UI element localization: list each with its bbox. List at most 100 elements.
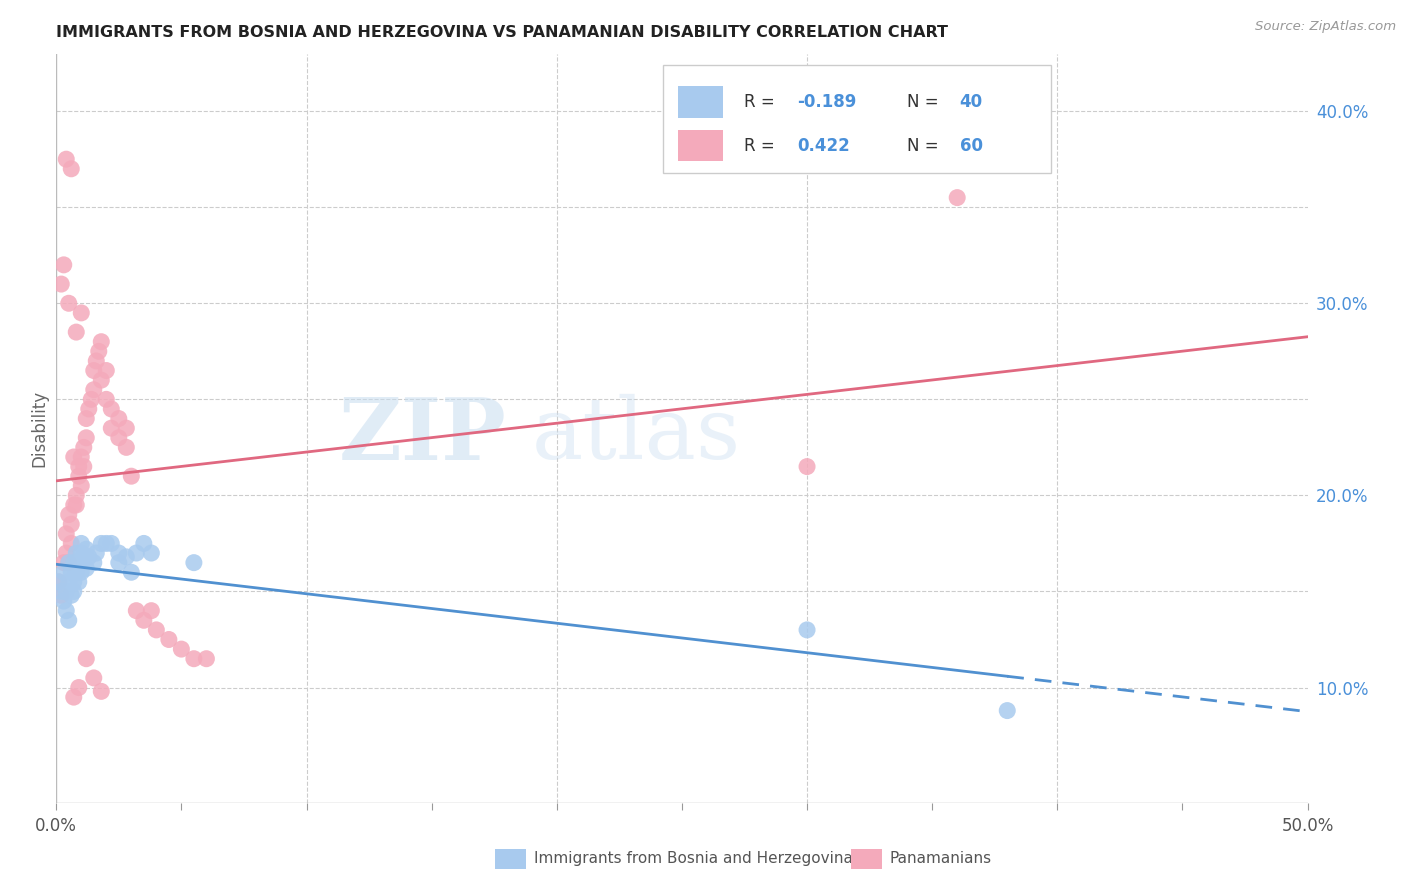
Point: [62, 498, 84, 512]
Point: [51, 584, 73, 599]
Point: [65, 498, 87, 512]
Point: [67, 574, 90, 589]
Point: [170, 642, 193, 657]
Point: [60, 588, 83, 602]
Point: [108, 556, 131, 570]
Point: [125, 604, 148, 618]
Point: [62, 690, 84, 705]
Point: [84, 354, 107, 368]
Text: atlas: atlas: [531, 394, 741, 477]
Point: [946, 191, 969, 205]
Point: [70, 479, 93, 493]
Y-axis label: Disability: Disability: [30, 390, 48, 467]
Point: [60, 517, 83, 532]
Point: [65, 566, 87, 580]
Text: IMMIGRANTS FROM BOSNIA AND HERZEGOVINA VS PANAMANIAN DISABILITY CORRELATION CHAR: IMMIGRANTS FROM BOSNIA AND HERZEGOVINA V…: [56, 25, 948, 40]
Point: [58, 574, 80, 589]
Point: [70, 546, 93, 560]
Point: [183, 651, 205, 665]
Point: [96, 392, 118, 407]
Point: [73, 441, 96, 455]
Point: [58, 556, 80, 570]
Point: [90, 334, 112, 349]
Point: [83, 556, 105, 570]
Point: [60, 566, 83, 580]
Point: [51, 277, 73, 291]
Text: 40: 40: [960, 94, 983, 112]
FancyBboxPatch shape: [851, 849, 882, 869]
Point: [183, 556, 205, 570]
Point: [70, 536, 93, 550]
Point: [67, 681, 90, 695]
Point: [55, 584, 77, 599]
Point: [141, 546, 163, 560]
Point: [55, 152, 77, 166]
Point: [83, 363, 105, 377]
Point: [67, 556, 90, 570]
Point: [73, 459, 96, 474]
Point: [48, 574, 70, 589]
Point: [65, 488, 87, 502]
Point: [58, 508, 80, 522]
Text: Source: ZipAtlas.com: Source: ZipAtlas.com: [1256, 20, 1396, 33]
Point: [51, 588, 73, 602]
Point: [115, 421, 138, 435]
Point: [67, 459, 90, 474]
Point: [132, 536, 155, 550]
Text: Immigrants from Bosnia and Herzegovina: Immigrants from Bosnia and Herzegovina: [534, 852, 853, 866]
Point: [70, 566, 93, 580]
Point: [60, 536, 83, 550]
Point: [796, 623, 818, 637]
Point: [90, 536, 112, 550]
Point: [55, 546, 77, 560]
Point: [141, 604, 163, 618]
Point: [83, 383, 105, 397]
FancyBboxPatch shape: [678, 130, 723, 161]
Text: ZIP: ZIP: [339, 393, 506, 477]
Point: [75, 431, 97, 445]
Point: [75, 651, 97, 665]
Text: R =: R =: [745, 94, 780, 112]
FancyBboxPatch shape: [664, 65, 1052, 173]
Point: [195, 651, 218, 665]
Point: [157, 632, 180, 647]
Point: [87, 344, 110, 359]
Point: [60, 161, 83, 176]
Point: [48, 574, 70, 589]
Point: [62, 556, 84, 570]
Point: [80, 392, 103, 407]
Point: [108, 546, 131, 560]
Point: [62, 450, 84, 464]
Point: [58, 613, 80, 627]
Point: [132, 613, 155, 627]
Point: [84, 546, 107, 560]
Point: [125, 546, 148, 560]
Point: [58, 556, 80, 570]
Point: [65, 546, 87, 560]
Point: [52, 258, 75, 272]
Point: [115, 549, 138, 564]
Point: [62, 584, 84, 599]
Point: [67, 469, 90, 483]
Point: [77, 401, 100, 416]
Text: N =: N =: [907, 136, 943, 154]
Point: [100, 536, 122, 550]
Point: [120, 566, 142, 580]
Point: [995, 704, 1018, 718]
Point: [108, 431, 131, 445]
Point: [796, 459, 818, 474]
Point: [145, 623, 167, 637]
Point: [75, 561, 97, 575]
Point: [58, 296, 80, 310]
Point: [55, 604, 77, 618]
Text: Panamanians: Panamanians: [890, 852, 993, 866]
Text: 60: 60: [960, 136, 983, 154]
Point: [90, 373, 112, 387]
Point: [70, 450, 93, 464]
Point: [75, 411, 97, 425]
Point: [52, 566, 75, 580]
FancyBboxPatch shape: [495, 849, 526, 869]
Point: [65, 325, 87, 339]
Point: [55, 526, 77, 541]
Point: [77, 549, 100, 564]
